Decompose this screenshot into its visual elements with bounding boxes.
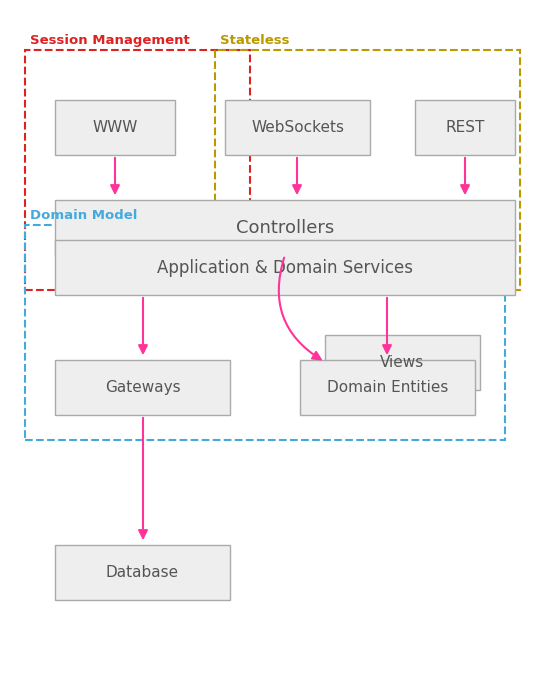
Bar (215, 50, 520, 290)
Text: WWW: WWW (92, 120, 138, 135)
Text: Domain Model: Domain Model (30, 209, 137, 222)
Bar (55, 360, 230, 415)
Bar (55, 200, 515, 255)
Bar (325, 335, 480, 390)
Text: Gateways: Gateways (105, 380, 180, 395)
Text: WebSockets: WebSockets (251, 120, 344, 135)
Text: Database: Database (106, 565, 179, 580)
Text: Session Management: Session Management (30, 34, 190, 47)
Bar (55, 545, 230, 600)
Bar (225, 100, 370, 155)
Bar (25, 225, 505, 440)
Bar (415, 100, 515, 155)
Text: Views: Views (380, 355, 425, 370)
Bar (55, 240, 515, 295)
Bar (300, 360, 475, 415)
Bar (55, 100, 175, 155)
Text: Controllers: Controllers (236, 219, 334, 236)
Text: Stateless: Stateless (220, 34, 289, 47)
Text: REST: REST (445, 120, 485, 135)
Bar (25, 50, 250, 290)
Text: Application & Domain Services: Application & Domain Services (157, 258, 413, 277)
Text: Domain Entities: Domain Entities (327, 380, 448, 395)
